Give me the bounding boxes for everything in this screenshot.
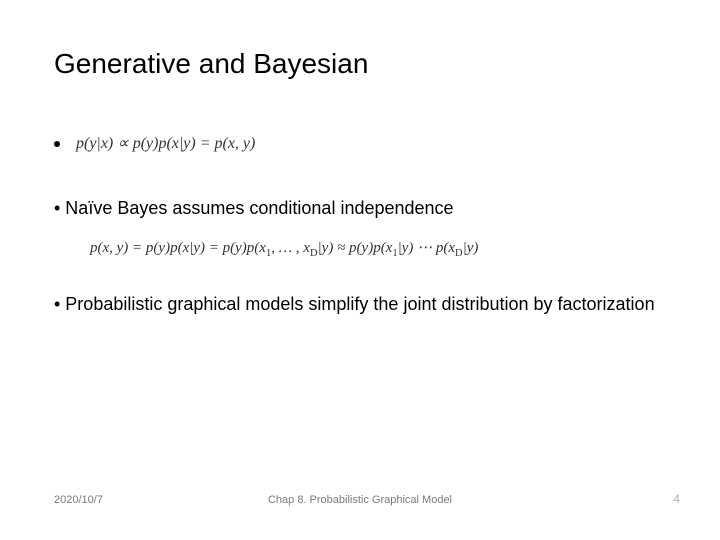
- footer-chapter: Chap 8. Probabilistic Graphical Model: [0, 494, 720, 506]
- bullet-pgm: • Probabilistic graphical models simplif…: [54, 292, 664, 316]
- bullet-dot-icon: [54, 141, 60, 147]
- bullet-naive-bayes: • Naïve Bayes assumes conditional indepe…: [54, 198, 454, 219]
- equation-2: p(x, y) = p(y)p(x|y) = p(y)p(x1, … , xD|…: [90, 238, 478, 259]
- equation-1: p(y|x) ∝ p(y)p(x|y) = p(x, y): [76, 133, 255, 153]
- slide-title: Generative and Bayesian: [54, 48, 368, 80]
- footer-page-number: 4: [673, 492, 680, 506]
- slide: Generative and Bayesian p(y|x) ∝ p(y)p(x…: [0, 0, 720, 540]
